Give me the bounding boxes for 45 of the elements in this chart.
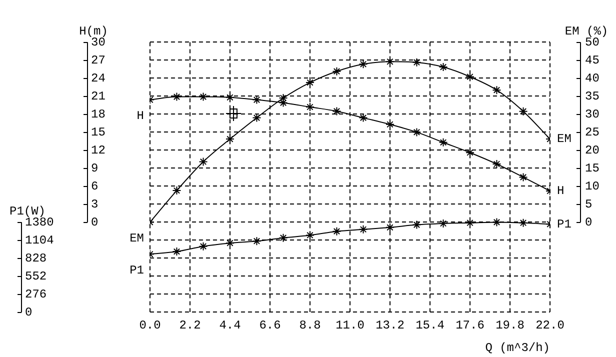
y3-axis-title: P1(W) [9,204,46,218]
y2-tick-label: 20 [585,143,600,158]
y2-tick-label: 45 [585,53,600,68]
y2-tick-label: 30 [585,107,600,122]
y-tick-label: 18 [91,107,106,122]
y3-tick-label: 276 [25,287,47,302]
series-label: P1 [557,217,572,232]
series-label: H [557,184,564,198]
text: EM [130,231,144,246]
x-tick-label: 6.6 [259,318,281,333]
x-tick-label: 8.8 [299,318,321,333]
text: H [136,108,144,123]
y-axis-title: H(m) [79,24,108,38]
y3-tick-label: 1104 [25,233,54,248]
y3-tick-label: 552 [25,269,47,284]
y2-tick-label: 5 [585,197,592,212]
x-tick-label: 19.8 [496,318,524,333]
y2-tick-label: 0 [585,215,592,230]
x-tick-label: 0.0 [139,318,161,333]
series-label: EM [557,132,572,146]
y3-tick-label: 0 [25,305,32,320]
y-tick-label: 9 [91,161,98,176]
x-tick-label: 22.0 [536,318,564,333]
x-axis-title: Q (m^3/h) [485,340,550,355]
y-tick-label: 6 [91,179,98,194]
x-tick-label: 13.2 [376,318,404,333]
y2-tick-label: 35 [585,89,600,104]
text: P1 [130,263,144,278]
y2-tick-label: 15 [585,161,600,176]
y-tick-label: 24 [91,71,106,86]
x-tick-label: 4.4 [219,318,241,333]
x-tick-label: 11.0 [336,318,364,333]
y-tick-label: 21 [91,89,106,104]
y2-tick-label: 25 [585,125,600,140]
y2-tick-label: 40 [585,71,600,86]
y-tick-label: 12 [91,143,106,158]
y2-tick-label: 10 [585,179,600,194]
y-tick-label: 3 [91,197,98,212]
y-tick-label: 15 [91,125,106,140]
y-tick-label: 27 [91,53,106,68]
x-tick-label: 15.4 [416,318,444,333]
y3-tick-label: 828 [25,251,47,266]
y-tick-label: 0 [91,215,98,230]
x-tick-label: 2.2 [179,318,201,333]
x-tick-label: 17.6 [456,318,484,333]
